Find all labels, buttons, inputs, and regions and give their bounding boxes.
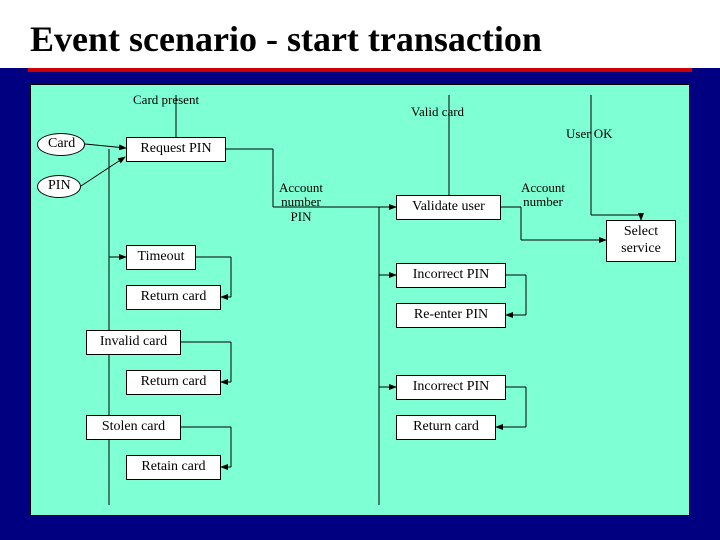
- node-ret1: Return card: [126, 285, 221, 310]
- label-validcard: Valid card: [411, 105, 464, 119]
- node-ret3: Return card: [396, 415, 496, 440]
- node-reqpin: Request PIN: [126, 137, 226, 162]
- node-invcard: Invalid card: [86, 330, 181, 355]
- node-incpin2: Incorrect PIN: [396, 375, 506, 400]
- node-selsvc: Selectservice: [606, 220, 676, 262]
- label-acctnum: Accountnumber: [521, 181, 565, 210]
- node-pin: PIN: [37, 175, 81, 198]
- node-retain: Retain card: [126, 455, 221, 480]
- node-ret2: Return card: [126, 370, 221, 395]
- label-cardpresent: Card present: [133, 93, 199, 107]
- label-acctpin: AccountnumberPIN: [279, 181, 323, 224]
- flowchart-diagram: Card PIN Request PIN Validate user Selectser…: [30, 84, 690, 516]
- node-stolen: Stolen card: [86, 415, 181, 440]
- label-userok: User OK: [566, 127, 613, 141]
- slide-title: Event scenario - start transaction: [30, 18, 690, 60]
- node-card: Card: [37, 133, 85, 156]
- node-reenter: Re-enter PIN: [396, 303, 506, 328]
- node-timeout: Timeout: [126, 245, 196, 270]
- node-incpin1: Incorrect PIN: [396, 263, 506, 288]
- title-underline: [28, 68, 692, 72]
- node-valuser: Validate user: [396, 195, 501, 220]
